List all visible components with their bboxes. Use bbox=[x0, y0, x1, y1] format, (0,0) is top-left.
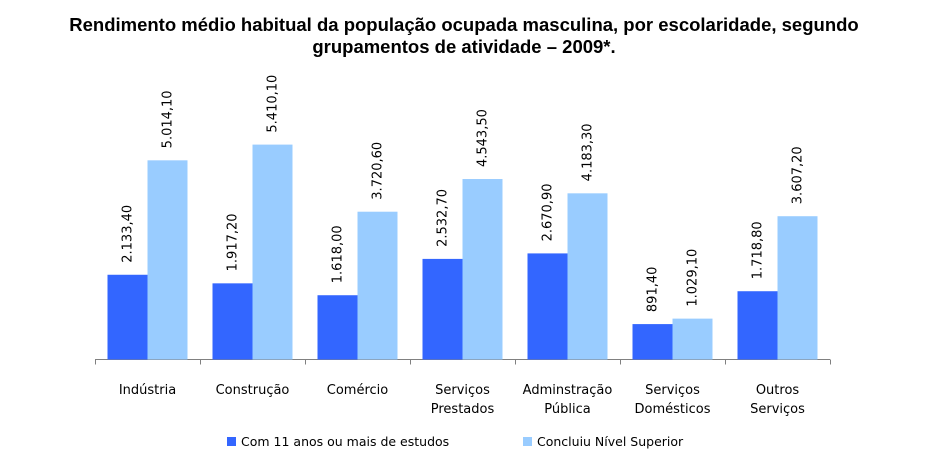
bar bbox=[107, 274, 148, 360]
x-tick-label: Serviços bbox=[435, 383, 490, 398]
bar bbox=[672, 318, 713, 360]
bar bbox=[252, 144, 293, 360]
data-label: 1.618,00 bbox=[331, 225, 346, 283]
x-tick-label: Construção bbox=[216, 383, 290, 398]
x-tick-label: Serviços bbox=[750, 402, 805, 417]
bar bbox=[632, 324, 673, 360]
bar bbox=[212, 283, 253, 360]
bar bbox=[147, 160, 188, 360]
bar bbox=[317, 295, 358, 360]
chart-title: Rendimento médio habitual da população o… bbox=[0, 14, 928, 58]
legend-label: Com 11 anos ou mais de estudos bbox=[241, 434, 449, 449]
legend-swatch bbox=[523, 437, 532, 446]
x-axis-labels: Indústria Construção Comércio Serviços Prest… bbox=[119, 383, 805, 417]
x-tick-label: Serviços bbox=[645, 383, 700, 398]
bar bbox=[422, 258, 463, 360]
x-tick-label: Domésticos bbox=[635, 402, 711, 417]
data-label: 5.014,10 bbox=[161, 90, 176, 148]
legend-label: Concluiu Nível Superior bbox=[537, 434, 684, 449]
data-label: 1.718,80 bbox=[751, 221, 766, 279]
bar bbox=[737, 291, 778, 360]
data-label: 2.532,70 bbox=[436, 189, 451, 247]
data-labels: 2.133,40 5.014,10 1.917,20 5.410,10 1.618,00… bbox=[121, 75, 806, 312]
bar bbox=[357, 211, 398, 360]
x-tick-label: Indústria bbox=[119, 383, 176, 398]
data-label: 1.029,10 bbox=[686, 249, 701, 307]
data-label: 4.543,50 bbox=[476, 109, 491, 167]
data-label: 891,40 bbox=[646, 267, 661, 313]
data-label: 4.183,30 bbox=[581, 123, 596, 181]
x-tick-label: Pública bbox=[544, 402, 590, 417]
bars bbox=[107, 144, 818, 360]
legend: Com 11 anos ou mais de estudos Concluiu N… bbox=[227, 434, 684, 449]
data-label: 5.410,10 bbox=[266, 75, 281, 133]
x-tick-label: Outros bbox=[756, 383, 800, 398]
chart-title-line-2: grupamentos de atividade – 2009*. bbox=[312, 36, 616, 57]
data-label: 2.133,40 bbox=[121, 205, 136, 263]
chart-title-line-1: Rendimento médio habitual da população o… bbox=[69, 14, 859, 35]
bar bbox=[527, 253, 568, 360]
x-axis-ticks bbox=[95, 359, 831, 365]
x-tick-label: Adminstração bbox=[523, 383, 613, 398]
data-label: 1.917,20 bbox=[226, 213, 241, 271]
data-label: 3.720,60 bbox=[371, 142, 386, 200]
bar bbox=[462, 179, 503, 360]
x-tick-label: Comércio bbox=[327, 383, 389, 398]
x-tick-label: Prestados bbox=[431, 402, 495, 417]
bar bbox=[567, 193, 608, 360]
data-label: 2.670,90 bbox=[541, 184, 556, 242]
data-label: 3.607,20 bbox=[791, 146, 806, 204]
legend-swatch bbox=[227, 437, 236, 446]
bar bbox=[777, 216, 818, 360]
